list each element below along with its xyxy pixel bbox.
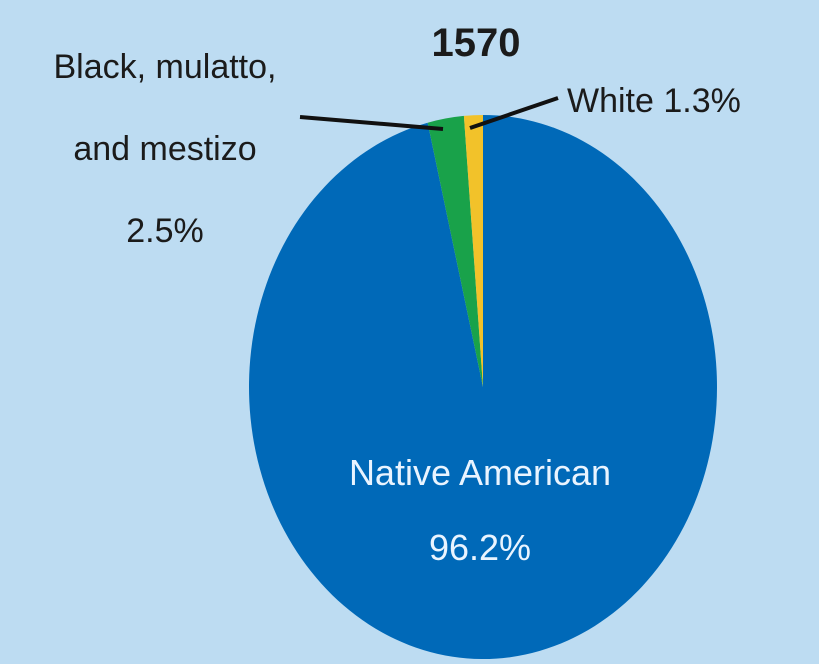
label-black-mulatto-mestizo-line1: Black, mulatto, xyxy=(54,48,277,86)
value-black-mulatto-mestizo: 2.5% xyxy=(126,212,204,250)
pie-slice-white xyxy=(463,115,483,387)
pie-slice-native-american xyxy=(249,115,718,659)
value-native-american: 96.2% xyxy=(429,527,531,568)
pie-slices xyxy=(249,115,718,659)
chart-title: 1570 xyxy=(432,21,521,65)
leader-line-black-mulatto-mestizo xyxy=(299,115,444,131)
label-native-american: Native American xyxy=(349,452,611,493)
leader-line-white xyxy=(469,96,559,130)
pie-slice-black-mulatto-and-mestizo xyxy=(427,115,483,388)
label-white: White 1.3% xyxy=(567,82,741,120)
label-black-mulatto-mestizo-line2: and mestizo xyxy=(73,130,256,168)
